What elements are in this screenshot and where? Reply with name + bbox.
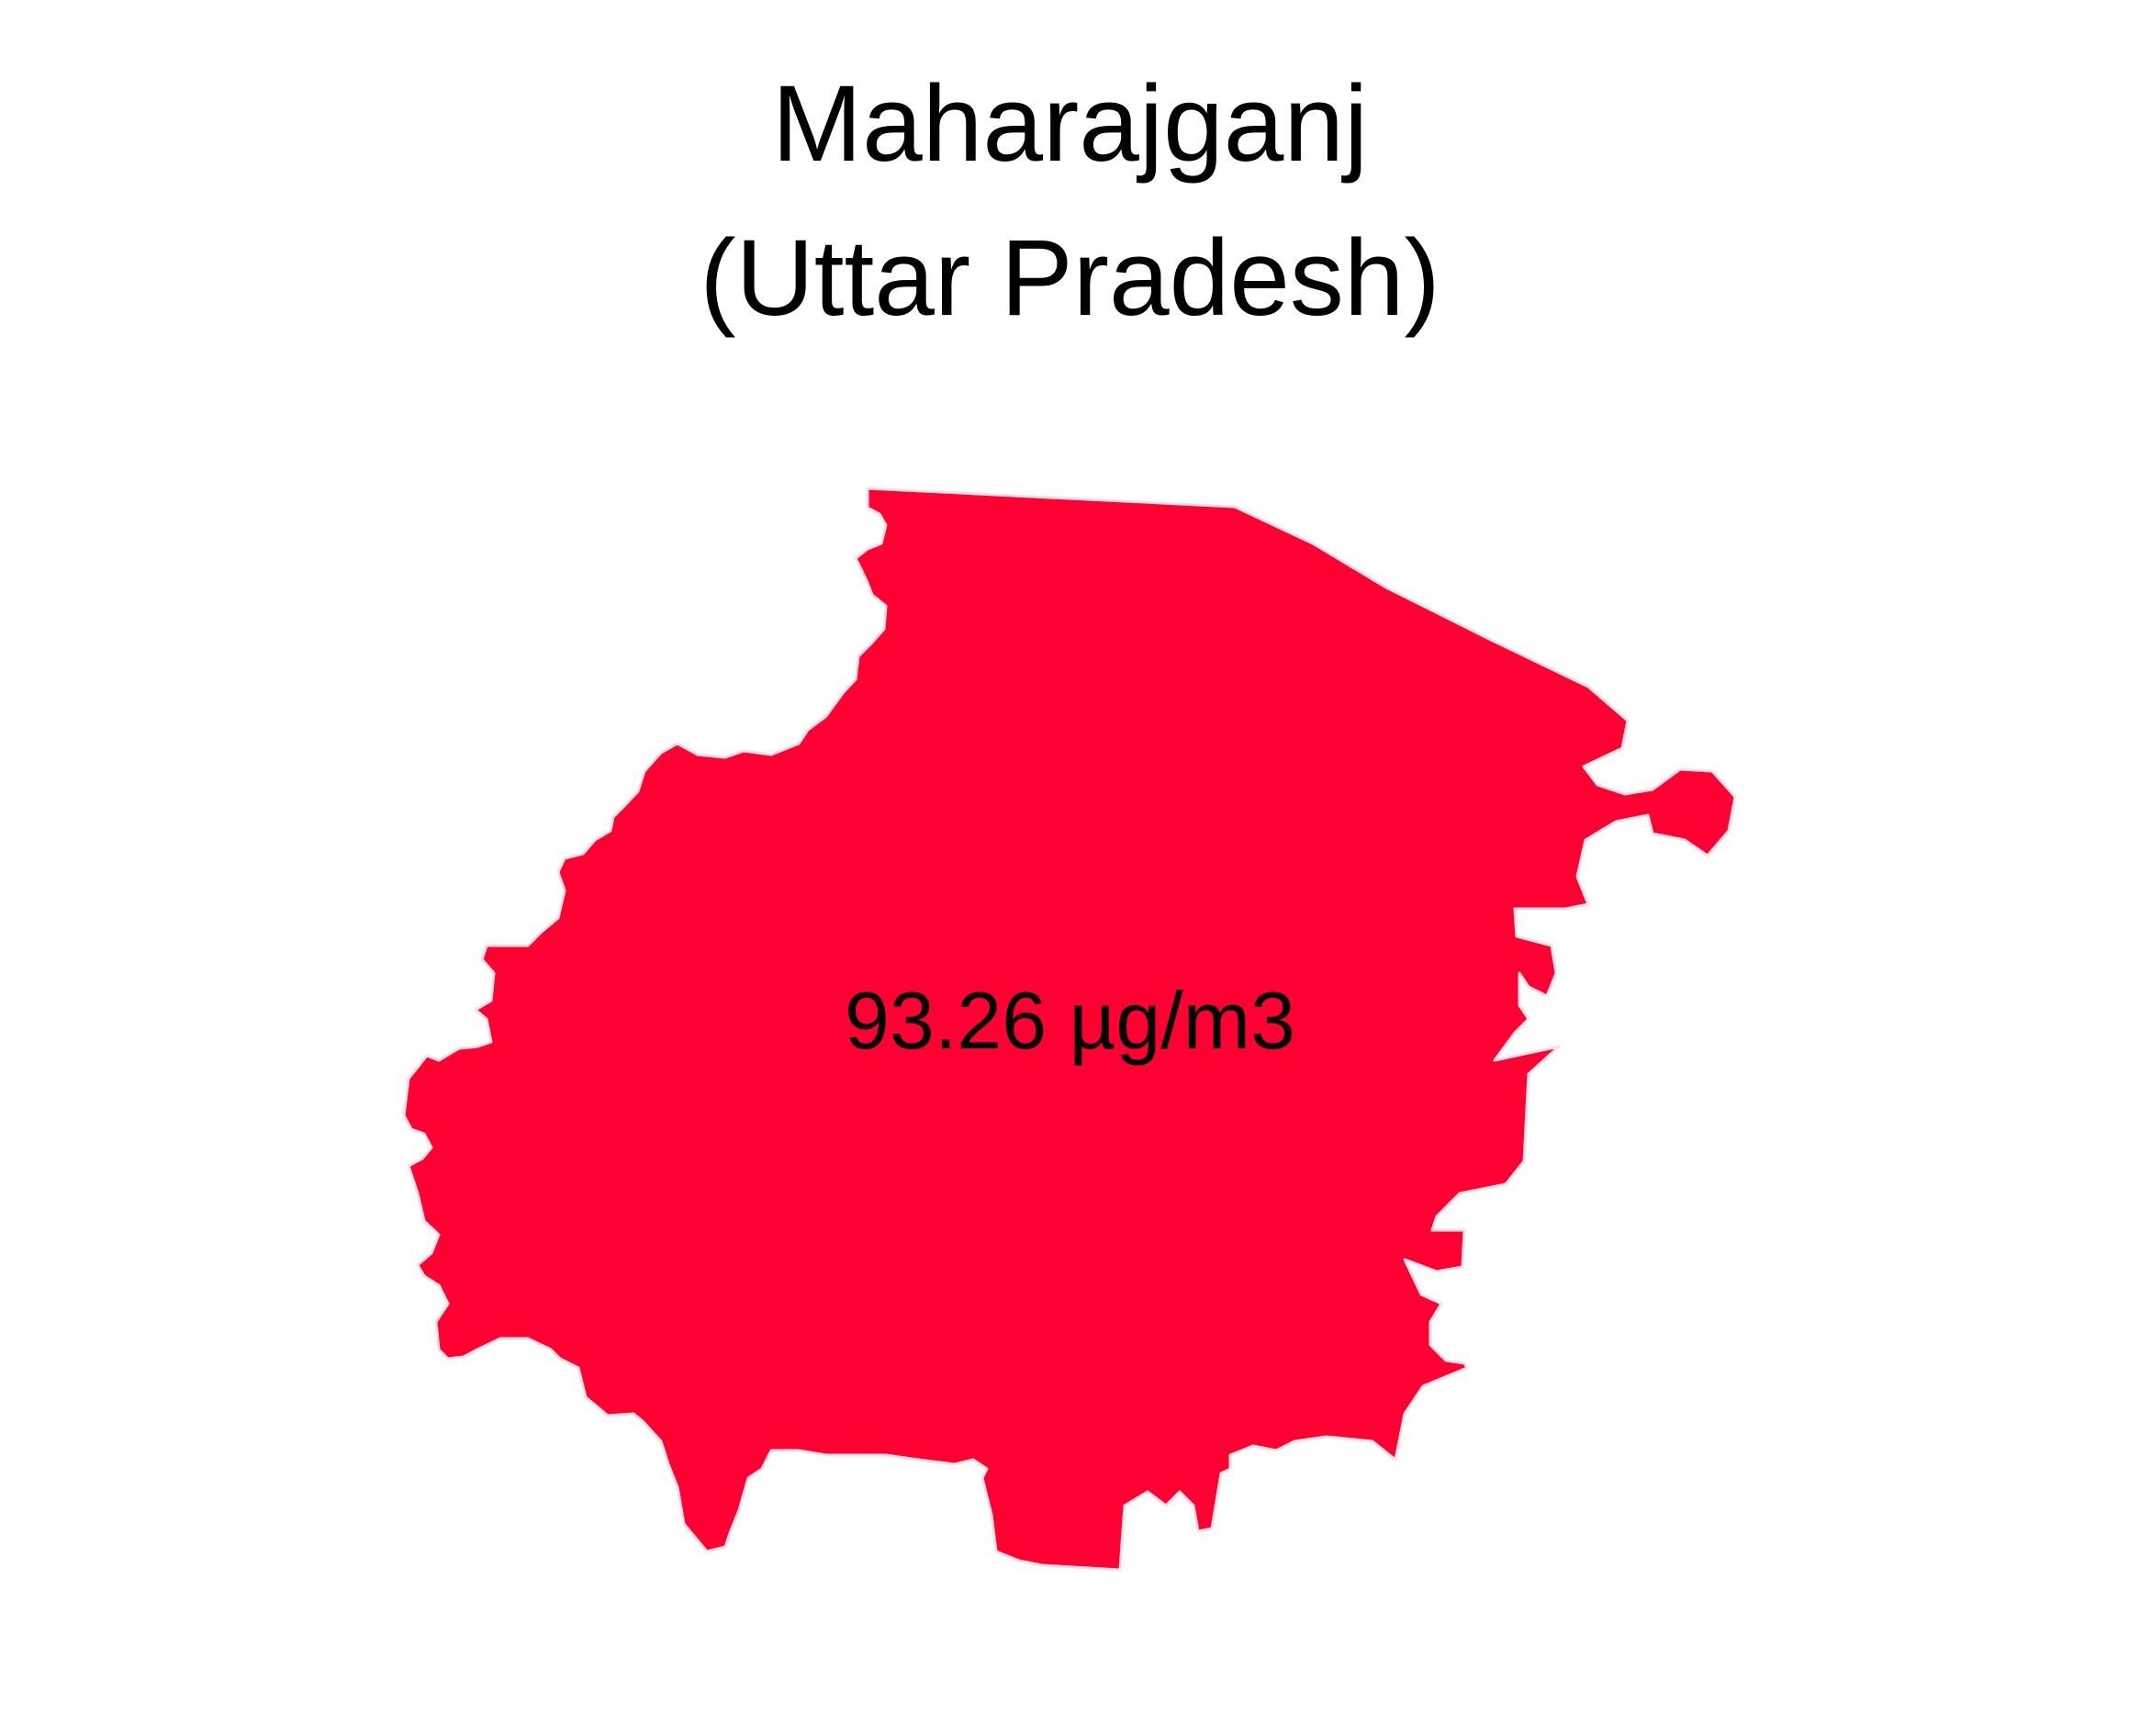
- map-title: Maharajganj: [771, 63, 1369, 185]
- value-label: 93.26 µg/m3: [844, 975, 1295, 1066]
- district-region-maharajganj: [402, 487, 1737, 1572]
- map-subtitle: (Uttar Pradesh): [700, 218, 1440, 339]
